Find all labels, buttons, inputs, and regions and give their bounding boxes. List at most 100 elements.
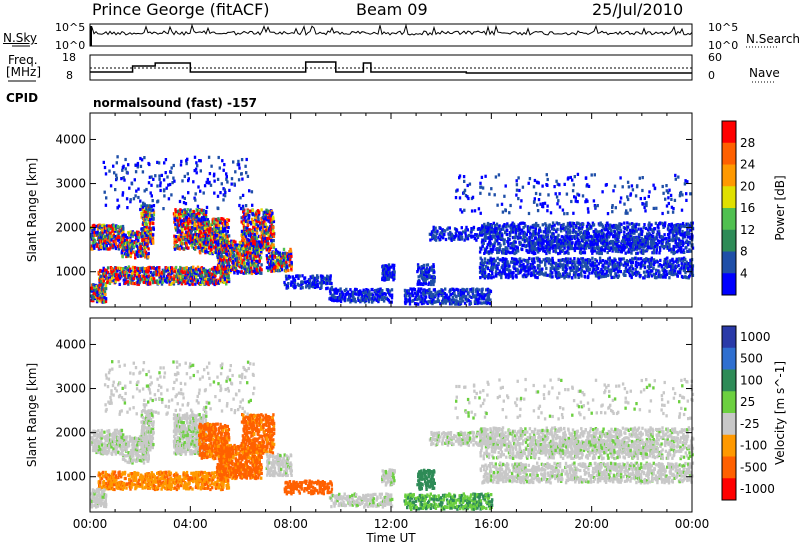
data-cell <box>213 245 216 250</box>
data-cell <box>217 217 220 221</box>
data-cell <box>244 234 248 238</box>
data-cell <box>151 239 155 243</box>
data-cell <box>434 238 438 242</box>
data-cell <box>226 259 229 263</box>
data-cell <box>264 236 267 240</box>
data-cell <box>235 254 238 258</box>
data-cell <box>184 223 187 227</box>
data-cell <box>91 230 94 234</box>
data-cell <box>112 272 116 276</box>
data-cell <box>247 259 250 263</box>
data-cell <box>682 241 685 245</box>
data-cell <box>467 291 470 295</box>
data-cell <box>513 224 516 228</box>
data-cell <box>490 276 493 280</box>
data-cell <box>129 235 132 239</box>
data-cell <box>200 217 204 221</box>
data-cell <box>129 230 132 234</box>
data-cell <box>235 243 239 247</box>
data-cell <box>145 210 148 214</box>
data-cell <box>123 247 126 251</box>
data-cell <box>563 246 566 250</box>
data-cell <box>219 240 222 244</box>
data-cell <box>133 241 136 245</box>
data-cell <box>290 254 293 258</box>
data-cell <box>250 221 253 225</box>
data-cell <box>252 221 255 225</box>
data-cell <box>202 209 205 213</box>
data-cell <box>226 277 229 281</box>
data-cell <box>134 256 137 260</box>
data-cell <box>249 234 253 238</box>
data-cell <box>157 280 160 284</box>
data-cell <box>200 267 204 271</box>
data-cell <box>261 223 265 228</box>
data-cell <box>262 226 265 230</box>
data-cell <box>278 251 282 255</box>
data-cell <box>92 283 95 287</box>
data-cell <box>424 282 427 286</box>
data-cell <box>521 247 524 252</box>
data-cell <box>125 253 128 257</box>
data-cell <box>172 280 175 284</box>
data-cell <box>225 232 228 236</box>
data-cell <box>134 269 138 273</box>
data-cell <box>131 242 134 246</box>
data-cell <box>205 224 208 228</box>
data-cell <box>620 222 623 226</box>
data-cell <box>227 259 230 263</box>
data-cell <box>329 277 332 281</box>
data-cell <box>133 282 137 286</box>
data-cell <box>106 266 110 270</box>
data-cell <box>212 240 215 244</box>
data-cell <box>673 251 676 255</box>
data-cell <box>141 207 145 211</box>
data-cell <box>197 234 201 238</box>
data-cell <box>150 217 154 221</box>
data-cell <box>95 231 98 235</box>
data-cell <box>181 209 184 213</box>
data-cell <box>208 227 211 231</box>
data-cell <box>177 274 180 278</box>
data-cell <box>658 239 661 244</box>
data-cell <box>258 257 261 261</box>
data-cell <box>181 228 184 232</box>
data-cell <box>392 266 396 270</box>
data-cell <box>439 226 442 230</box>
data-cell <box>272 219 276 224</box>
data-cell <box>444 287 447 291</box>
data-cell <box>233 267 236 271</box>
data-cell <box>217 270 220 274</box>
data-cell <box>209 225 212 229</box>
data-cell <box>107 241 110 245</box>
data-cell <box>212 244 215 248</box>
data-cell <box>191 282 194 286</box>
data-cell <box>183 234 187 238</box>
data-cell <box>207 282 210 287</box>
cpid-label: CPID <box>6 91 39 105</box>
data-cell <box>232 253 235 258</box>
data-cell <box>346 290 350 294</box>
data-cell <box>428 287 431 292</box>
data-cell <box>187 246 190 250</box>
data-cell <box>206 222 209 226</box>
data-cell <box>210 238 213 242</box>
data-cell <box>303 276 307 280</box>
data-cell <box>255 254 258 259</box>
data-cell <box>101 231 104 235</box>
data-cell <box>160 274 163 278</box>
data-cell <box>223 226 227 231</box>
data-cell <box>519 236 522 240</box>
data-cell <box>268 219 271 223</box>
data-cell <box>272 243 275 247</box>
data-cell <box>236 246 239 250</box>
data-cell <box>219 218 222 222</box>
data-cell <box>106 270 110 274</box>
data-cell <box>133 267 136 272</box>
data-cell <box>244 214 247 218</box>
data-cell <box>151 281 155 285</box>
data-cell <box>221 235 224 239</box>
data-cell <box>200 245 203 249</box>
data-cell <box>249 242 253 246</box>
data-cell <box>499 258 502 262</box>
